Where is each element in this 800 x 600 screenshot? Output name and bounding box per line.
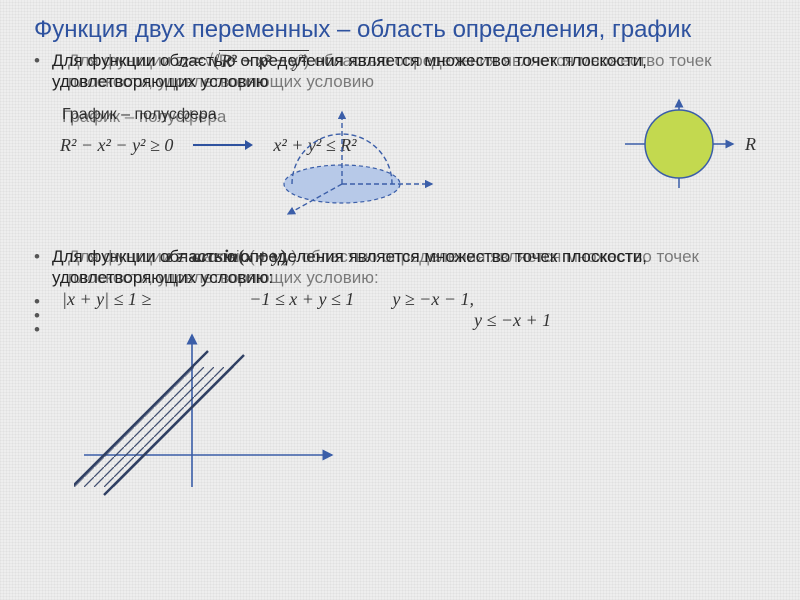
func1-inline: z = R² − x² − y² [182, 50, 309, 72]
empty-bullet-1 [34, 291, 776, 305]
empty-bullet-2 [34, 305, 776, 319]
bullet-1-front: Для функции областью определения являетс… [34, 50, 776, 93]
empty-bullet-3 [34, 319, 776, 333]
func2-inline: z = arcsin(x + y) [166, 246, 287, 267]
slide-title: Функция двух переменных – область опреде… [34, 16, 776, 44]
hemisphere-graphic [232, 98, 452, 218]
hemi-caption-front: График – полусфера [62, 106, 217, 123]
strip-graphic [74, 327, 344, 497]
bullet-2-front: Для функции областью определения являетс… [34, 246, 776, 289]
